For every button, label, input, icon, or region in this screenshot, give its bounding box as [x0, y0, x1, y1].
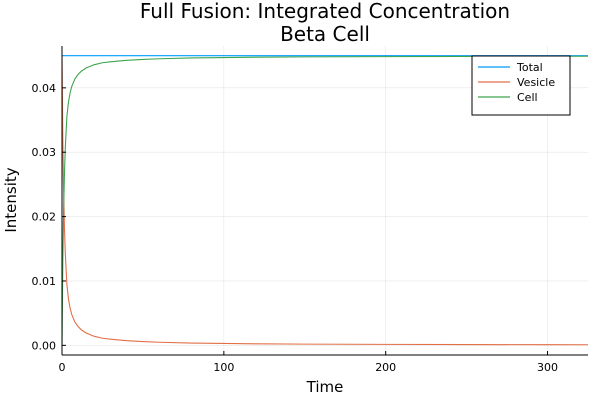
- x-axis-label: Time: [306, 378, 344, 396]
- axes: [61, 46, 588, 356]
- x-tick-label: 300: [537, 361, 558, 374]
- x-tick-label: 200: [375, 361, 396, 374]
- chart-title-line-2: Beta Cell: [280, 22, 370, 46]
- y-tick-label: 0.03: [32, 146, 57, 159]
- y-tick-label: 0.04: [32, 82, 57, 95]
- x-tick-label: 100: [213, 361, 234, 374]
- legend-label-cell: Cell: [517, 91, 538, 104]
- ticks: 0 100 200 300 0.00 0.01 0.02 0.03 0.04: [32, 82, 559, 374]
- y-axis-label: Intensity: [2, 167, 20, 232]
- x-tick-label: 0: [59, 361, 66, 374]
- legend-box: [471, 55, 571, 116]
- series-line-vesicle: [62, 55, 588, 346]
- legend: Total Vesicle Cell: [471, 55, 571, 116]
- legend-label-vesicle: Vesicle: [517, 76, 555, 89]
- y-tick-label: 0.02: [32, 211, 57, 224]
- series-line-cell: [62, 55, 588, 346]
- y-tick-label: 0.00: [32, 339, 57, 352]
- legend-label-total: Total: [516, 61, 543, 74]
- chart-title-line-1: Full Fusion: Integrated Concentration: [140, 0, 510, 23]
- y-tick-label: 0.01: [32, 275, 57, 288]
